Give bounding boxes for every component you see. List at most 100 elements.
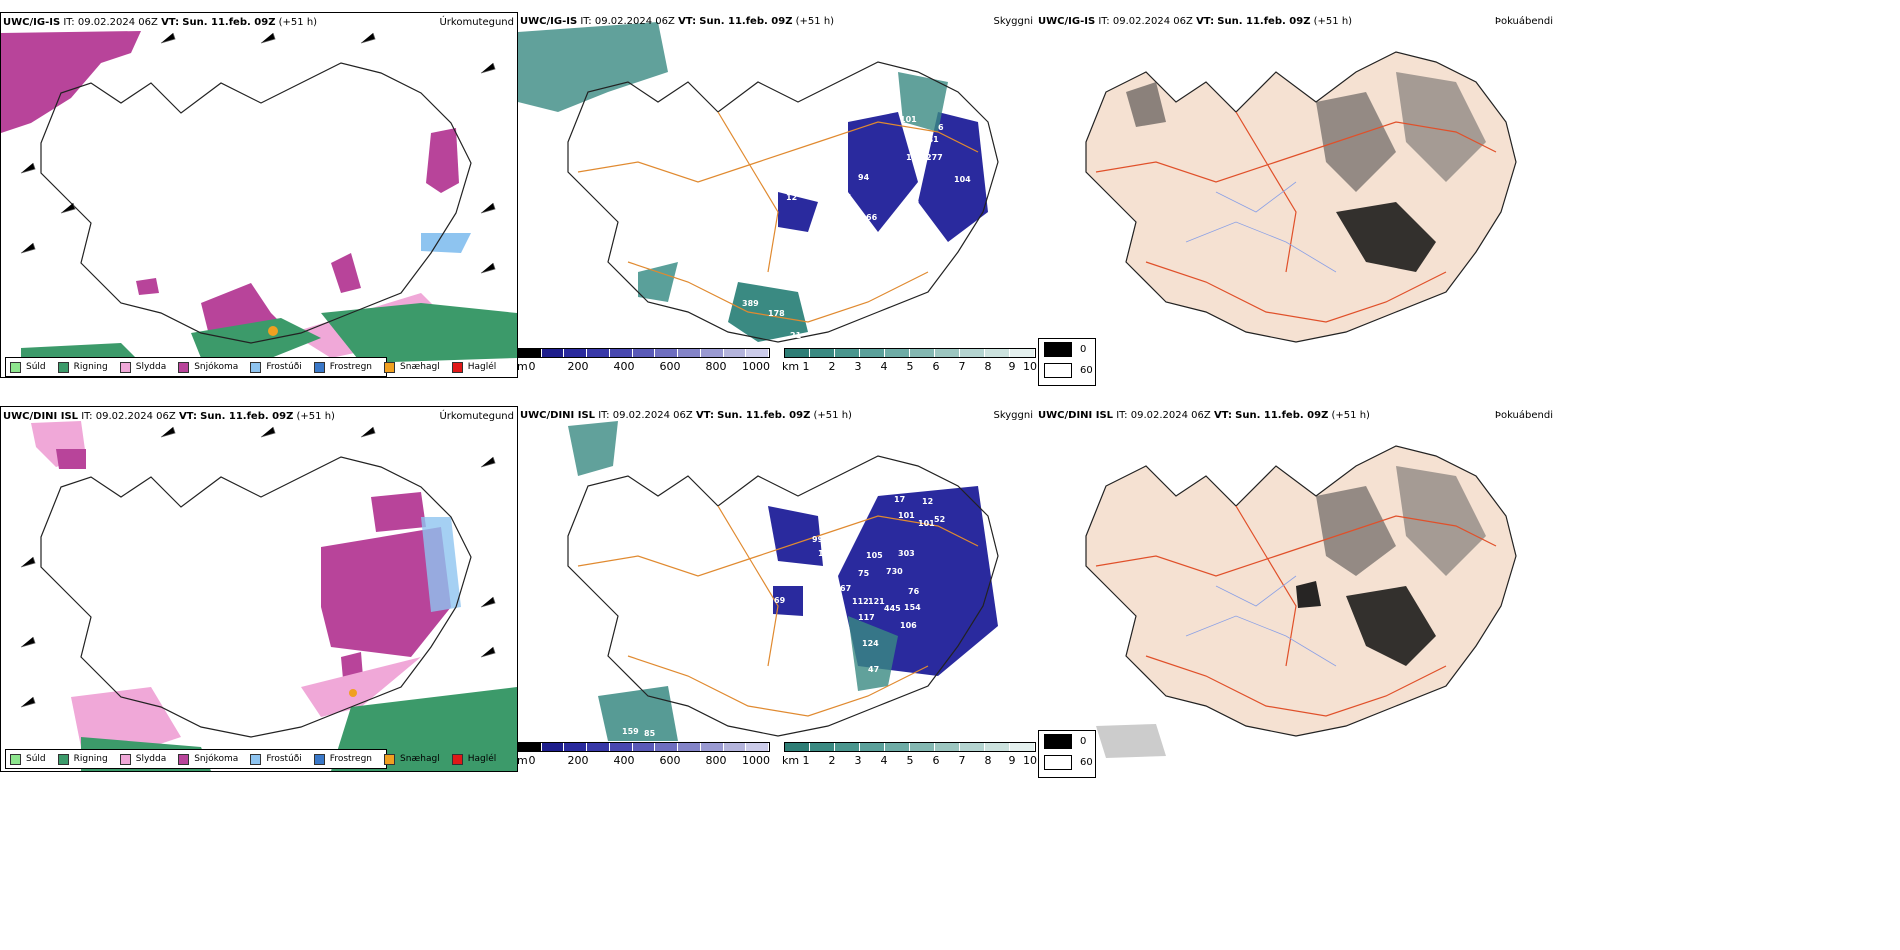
visibility-km-colorbar: km 1 2 3 4 5 6 7 8 9 10 [782,742,1037,770]
colorbar-tick: 8 [984,754,992,767]
lead-time: (+51 h) [296,411,335,422]
legend-item: Haglél [451,753,496,765]
lead-time: (+51 h) [1313,16,1353,27]
colorbar-tick: 800 [705,360,727,373]
svg-text:154: 154 [904,603,921,612]
svg-text:730: 730 [886,567,903,576]
colorbar-tick: 6 [932,360,940,373]
vt-label: VT: [1213,410,1232,421]
legend-item: Frostregn [313,361,372,373]
svg-text:16: 16 [590,729,602,738]
colorbar-tick: 600 [659,360,681,373]
colorbar-tick: 9 [1008,360,1016,373]
svg-text:67: 67 [840,584,851,593]
fog-legend: 0 60 [1038,730,1096,778]
colorbar-tick: 10 [1023,754,1037,767]
vt-value: Sun. 11.feb. 09Z [699,16,793,27]
vt-value: Sun. 11.feb. 09Z [182,17,276,28]
svg-text:12: 12 [786,193,797,202]
panel-header: UWC/IG-IS IT: 09.02.2024 06Z VT: Sun. 11… [3,17,317,29]
it-value: 09.02.2024 06Z [95,411,176,422]
panel-header: UWC/DINI ISL IT: 09.02.2024 06Z VT: Sun.… [520,410,852,422]
svg-text:17: 17 [894,495,905,504]
model-name: UWC/DINI ISL [3,411,79,422]
svg-text:99: 99 [812,535,824,544]
svg-text:182: 182 [906,153,923,162]
colorbar-tick: 200 [567,360,589,373]
precip-type-panel-bottom: UWC/DINI ISL IT: 09.02.2024 06Z VT: Sun.… [0,406,518,772]
svg-text:112: 112 [852,597,869,606]
colorbar-tick: 4 [880,754,888,767]
svg-text:76: 76 [908,587,920,596]
it-label: IT: [1116,410,1128,421]
model-name: UWC/IG-IS [520,16,578,27]
fog-index-map-bottom [1085,445,1517,758]
colorbar-boxes [784,348,1036,358]
it-label: IT: [580,16,592,27]
it-value: 09.02.2024 06Z [1112,16,1193,27]
it-value: 09.02.2024 06Z [77,17,158,28]
vt-value: Sun. 11.feb. 09Z [1235,410,1329,421]
colorbar-tick: 0 [528,754,536,767]
legend-item: Súld [10,753,46,765]
svg-text:117: 117 [858,613,875,622]
panel-title: Úrkomutegund [439,17,514,28]
svg-text:85: 85 [644,729,656,738]
svg-text:105: 105 [866,551,883,560]
colorbar-tick: 9 [1008,754,1016,767]
svg-text:277: 277 [926,153,943,162]
colorbar-tick: 7 [958,754,966,767]
svg-text:104: 104 [954,175,971,184]
colorbar-tick: 5 [906,754,914,767]
colorbar-tick: 3 [854,360,862,373]
legend-item: 0 [1039,339,1095,360]
svg-text:101: 101 [900,115,917,124]
colorbar-tick: 600 [659,754,681,767]
legend-item: Slydda [119,753,166,765]
colorbar-tick: 200 [567,754,589,767]
panel-header: UWC/IG-IS IT: 09.02.2024 06Z VT: Sun. 11… [520,16,834,28]
visibility-m-colorbar: m 0 200 400 600 800 1000 [517,348,770,376]
colorbar-unit: m [517,754,528,767]
visibility-panel-bottom: 17 12 101 52 99 111 105 303 101 75 730 6… [517,406,1037,772]
svg-text:75: 75 [858,569,870,578]
model-name: UWC/DINI ISL [1038,410,1114,421]
vt-value: Sun. 11.feb. 09Z [717,410,811,421]
svg-text:92: 92 [834,607,845,616]
svg-text:155: 155 [811,145,828,154]
svg-text:6: 6 [938,123,944,132]
fog-index-map-top [1085,51,1517,343]
lead-time: (+51 h) [795,16,835,27]
svg-text:159: 159 [622,727,639,736]
model-name: UWC/IG-IS [1038,16,1096,27]
colorbar-unit: km [782,754,800,767]
svg-text:389: 389 [742,299,759,308]
colorbar-tick: 6 [932,754,940,767]
legend-item: Súld [10,361,46,373]
svg-text:13: 13 [868,267,879,276]
colorbar-tick: 4 [880,360,888,373]
svg-text:66: 66 [866,213,878,222]
legend-item: Rigning [57,753,108,765]
colorbar-tick: 2 [828,754,836,767]
precip-legend: Súld Rigning Slydda Snjókoma Frostúði Fr… [5,357,496,377]
lead-time: (+51 h) [1331,410,1370,421]
svg-text:85: 85 [908,197,920,206]
colorbar-tick: 2 [828,360,836,373]
svg-text:21: 21 [790,331,802,340]
colorbar-unit: km [782,360,800,373]
lead-time: (+51 h) [813,410,852,421]
svg-text:94: 94 [858,173,870,182]
svg-text:86: 86 [840,193,852,202]
panel-title: Skyggni [993,16,1033,27]
fog-legend: 0 60 [1038,338,1096,386]
legend-item: Frostregn [313,753,372,765]
visibility-map-bottom: 17 12 101 52 99 111 105 303 101 75 730 6… [567,421,999,741]
svg-text:78: 78 [916,215,928,224]
svg-text:112: 112 [830,225,847,234]
it-value: 09.02.2024 06Z [594,16,675,27]
panel-title: Þokuábendi [1494,410,1553,421]
it-label: IT: [598,410,610,421]
colorbar-tick: 1000 [742,360,770,373]
colorbar-tick: 1 [802,754,810,767]
